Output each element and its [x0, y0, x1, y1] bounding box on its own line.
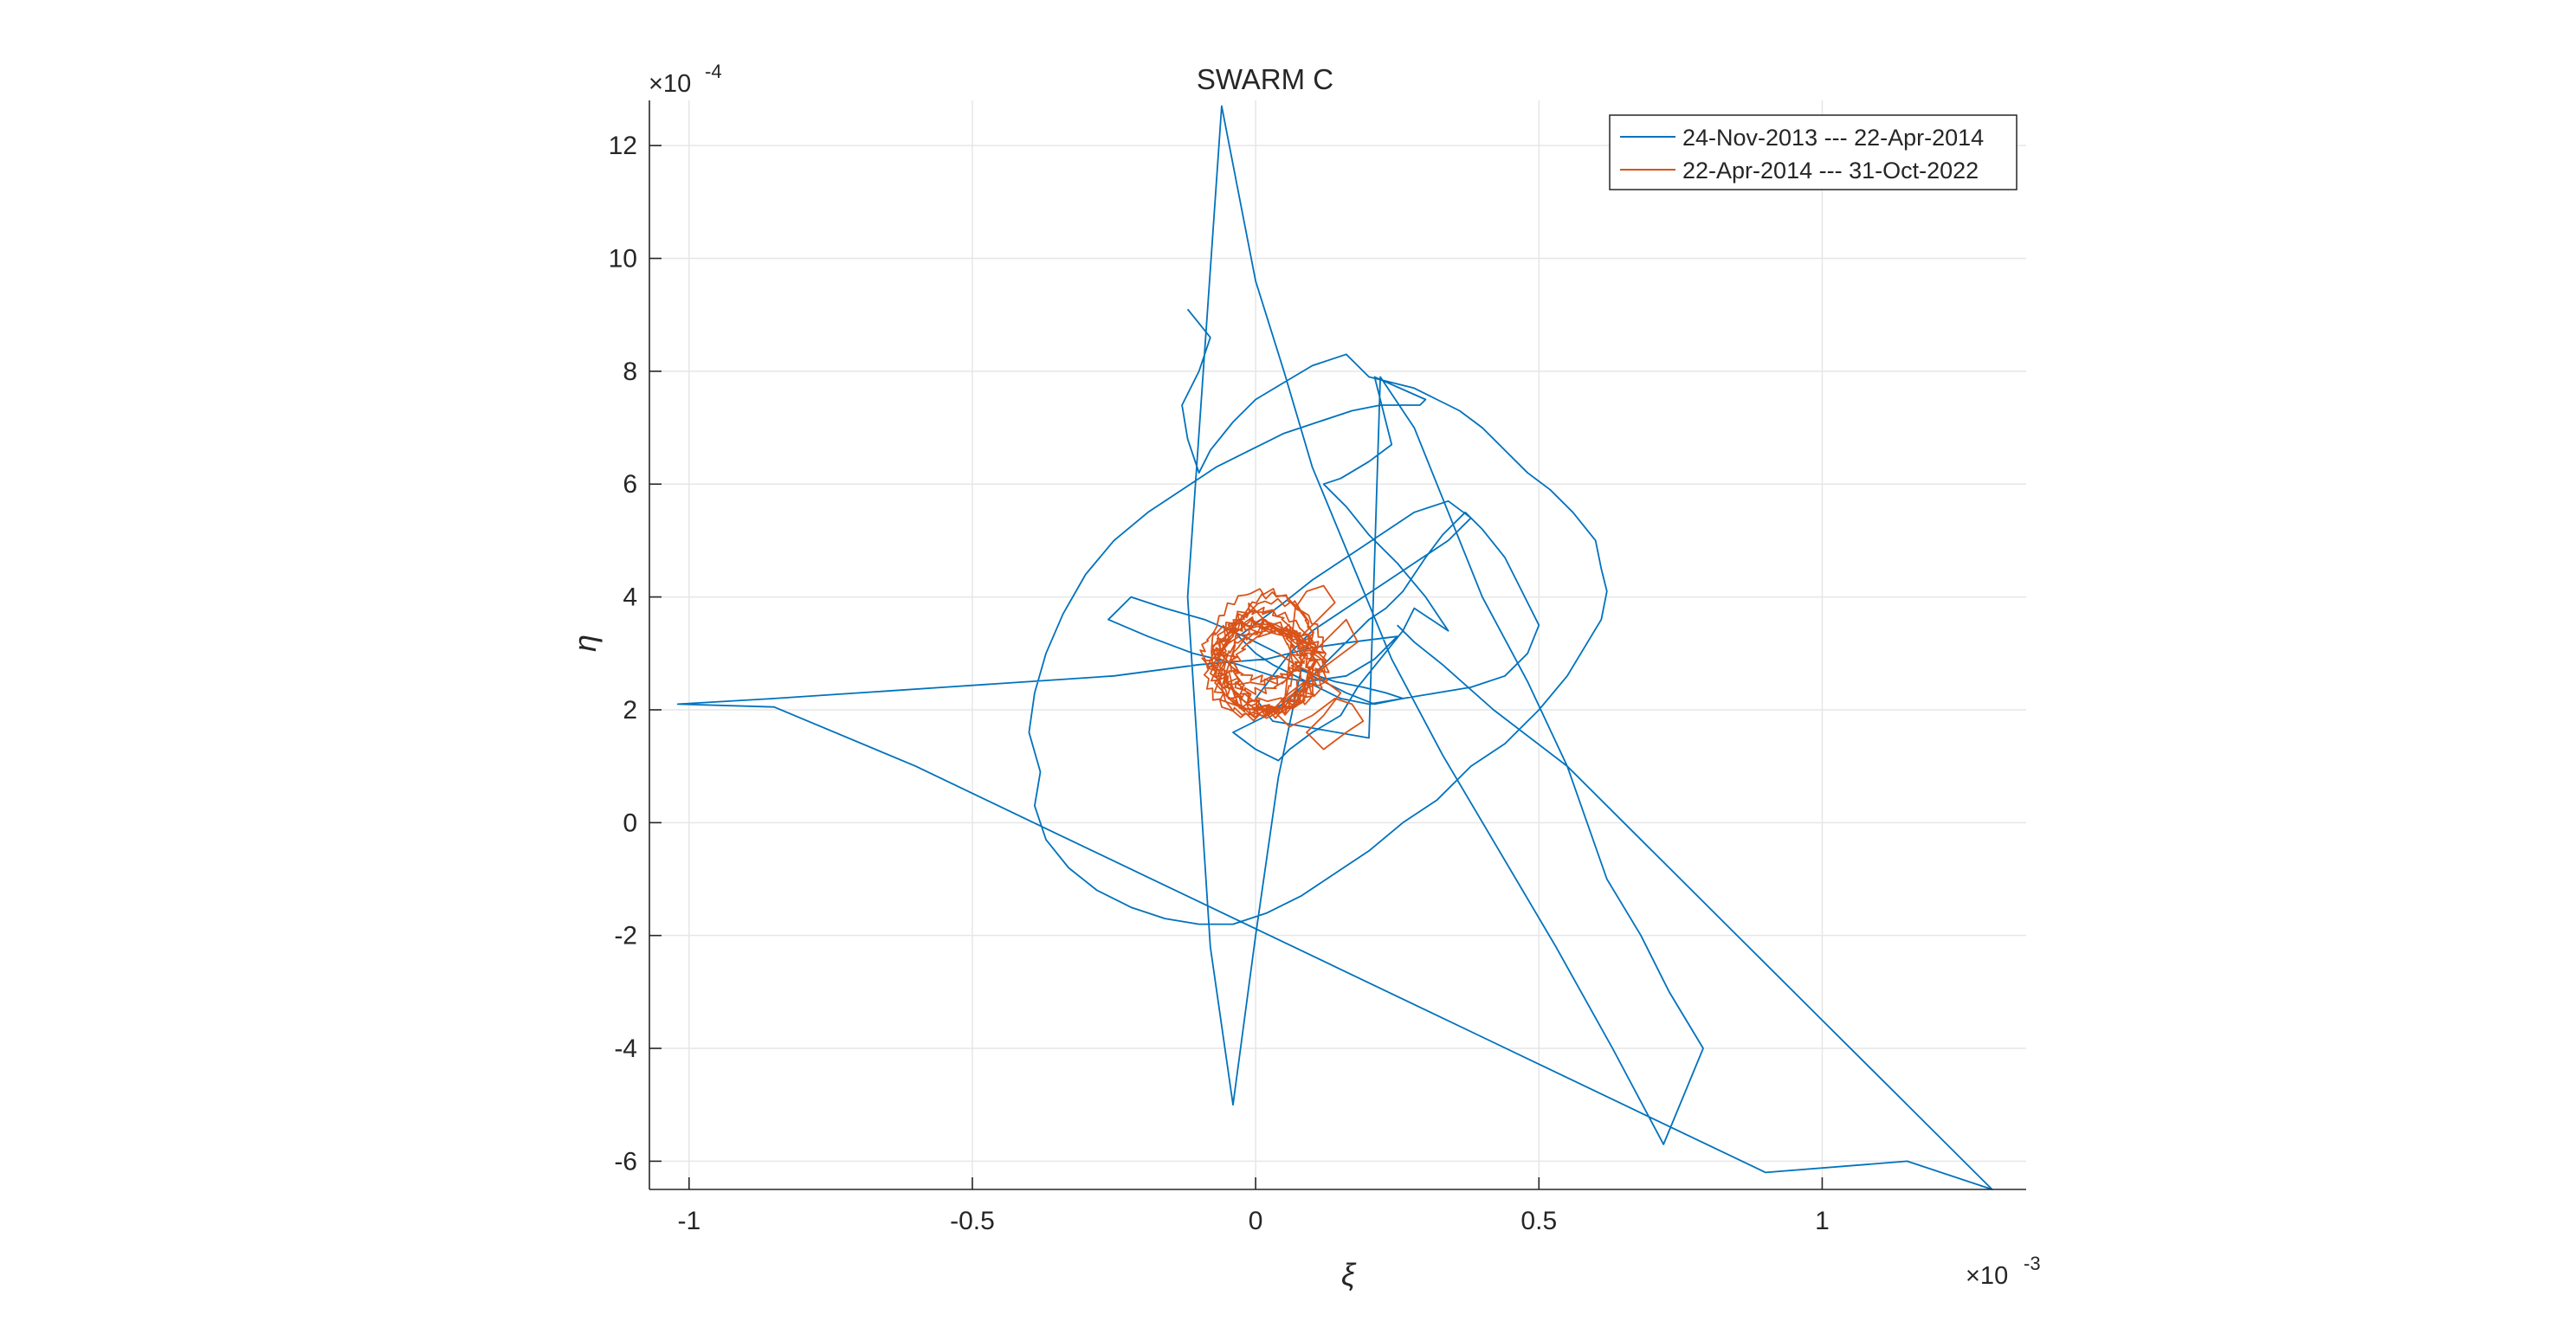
- x-exponent: ×10 -3: [1966, 1253, 2041, 1290]
- x-tick-label: -1: [677, 1207, 700, 1235]
- y-tick-label: 8: [623, 358, 637, 386]
- y-tick-label: 12: [609, 132, 637, 160]
- x-exponent-base: ×10: [1966, 1262, 2008, 1290]
- legend[interactable]: 24-Nov-2013 --- 22-Apr-2014 22-Apr-2014 …: [1609, 114, 2018, 190]
- y-tick-label: -4: [614, 1034, 637, 1063]
- series-line-2: [1199, 584, 1365, 751]
- y-axis-label: η: [567, 635, 603, 652]
- y-tick-label: 2: [623, 696, 637, 725]
- y-tick-label: 0: [623, 809, 637, 837]
- x-tick-label: 0.5: [1520, 1207, 1557, 1235]
- legend-label-series-2: 22-Apr-2014 --- 31-Oct-2022: [1682, 158, 1979, 184]
- y-exponent-base: ×10: [649, 70, 691, 98]
- y-exponent: ×10 -4: [649, 61, 722, 98]
- chart-title: SWARM C: [1197, 63, 1333, 95]
- plot-area: [676, 105, 1993, 1190]
- x-tick-label: -0.5: [950, 1207, 995, 1235]
- x-tick-label: 0: [1249, 1207, 1263, 1235]
- y-tick-label: 4: [623, 583, 637, 612]
- y-tick-label: -2: [614, 922, 637, 951]
- x-tick-label: 1: [1815, 1207, 1830, 1235]
- axes: -1 -0.5 0 0.5 1 -6 -4 -2 0 2 4 6 8 10 12: [609, 100, 2026, 1235]
- y-tick-label: 6: [623, 470, 637, 499]
- y-exponent-power: -4: [705, 61, 722, 82]
- y-tick-label: 10: [609, 245, 637, 274]
- x-exponent-power: -3: [2024, 1253, 2041, 1274]
- x-axis-label: ξ: [1341, 1257, 1357, 1292]
- y-tick-label: -6: [614, 1147, 637, 1176]
- legend-box: [1609, 114, 2018, 190]
- legend-label-series-1: 24-Nov-2013 --- 22-Apr-2014: [1682, 125, 1984, 151]
